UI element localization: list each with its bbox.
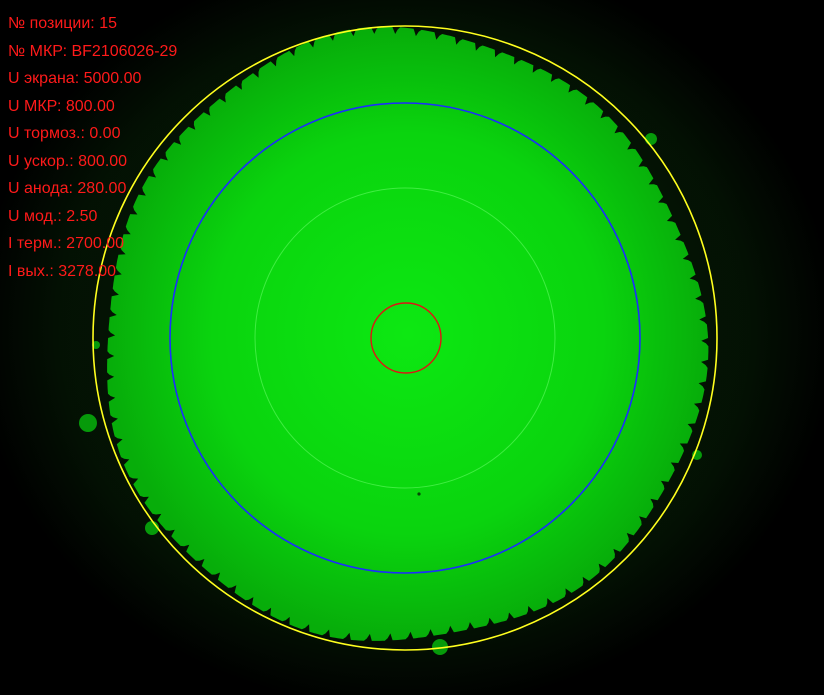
overlay-line: I терм.: 2700.00 [8, 235, 125, 252]
overlay-line: U мод.: 2.50 [8, 207, 98, 225]
parameter-overlay: № позиции: 15 № МКР: BF2106026-29 U экра… [8, 10, 177, 285]
glow-spot [79, 414, 97, 432]
defect-spot [417, 492, 421, 496]
overlay-line: № МКР: BF2106026-29 [8, 42, 178, 60]
outer-yellow-ring [92, 25, 718, 651]
edge-glow-spots [79, 133, 702, 655]
glow-spot [92, 341, 100, 349]
overlay-line: U экрана: 5000.00 [8, 70, 142, 87]
overlay-line: U анода: 280.00 [8, 180, 127, 197]
inner-green-ring [254, 187, 556, 489]
overlay-line: № позиции: 15 [8, 15, 117, 32]
overlay-line: U ускор.: 800.00 [8, 152, 128, 170]
overlay-line: I вых.: 3278.00 [8, 262, 117, 280]
center-red-ring [370, 302, 442, 374]
glow-spot [432, 639, 448, 655]
overlay-line: U тормоз.: 0.00 [8, 125, 121, 142]
phosphor-glow-disk [107, 26, 709, 641]
glow-spot [645, 133, 657, 145]
overlay-line: U МКР: 800.00 [8, 97, 115, 115]
blue-ring [169, 102, 641, 574]
